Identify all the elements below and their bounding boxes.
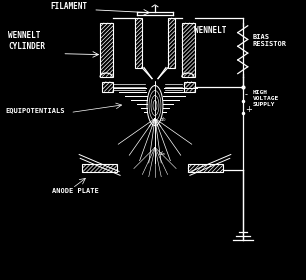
Text: $d_0$: $d_0$ xyxy=(159,115,167,124)
Text: +: + xyxy=(245,104,252,113)
Text: BIAS
RESISTOR: BIAS RESISTOR xyxy=(253,34,287,47)
Text: WENNELT: WENNELT xyxy=(194,26,226,35)
Text: ANODE PLATE: ANODE PLATE xyxy=(52,188,99,194)
Bar xyxy=(102,81,113,92)
Bar xyxy=(184,81,195,92)
Bar xyxy=(182,23,195,77)
Text: WENNELT
CYLINDER: WENNELT CYLINDER xyxy=(9,31,45,51)
Bar xyxy=(82,164,117,172)
Text: HIGH
VOLTAGE
SUPPLY: HIGH VOLTAGE SUPPLY xyxy=(253,90,279,106)
Text: $d_w$: $d_w$ xyxy=(158,149,167,158)
Bar xyxy=(168,18,175,68)
Text: EQUIPOTENTIALS: EQUIPOTENTIALS xyxy=(6,108,65,113)
Text: -: - xyxy=(245,90,248,100)
Bar xyxy=(100,23,113,77)
Bar xyxy=(188,164,223,172)
Text: FILAMENT: FILAMENT xyxy=(50,2,87,11)
Bar xyxy=(135,18,142,68)
